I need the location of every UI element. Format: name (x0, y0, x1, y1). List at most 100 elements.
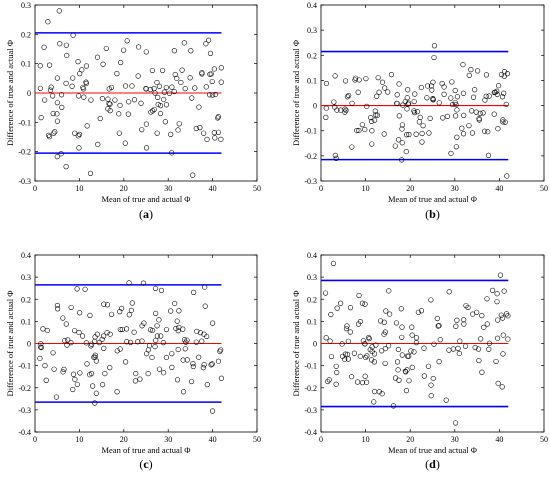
data-point (497, 272, 504, 278)
data-point (338, 107, 344, 113)
data-point (161, 96, 167, 103)
data-point (149, 327, 156, 334)
y-axis-title: Difference of true and actual Φ (5, 291, 15, 397)
data-point (42, 363, 48, 369)
data-point (64, 342, 70, 348)
data-point (344, 94, 351, 100)
data-point (54, 118, 61, 124)
y-tick-label: -0.2 (18, 148, 31, 157)
data-point (418, 308, 425, 314)
data-point (64, 52, 70, 59)
data-point (192, 85, 198, 91)
data-point (188, 48, 194, 54)
data-point (117, 102, 123, 108)
data-point (179, 67, 185, 73)
data-point (443, 397, 449, 403)
data-point (362, 301, 368, 307)
data-point (70, 386, 76, 393)
data-point (127, 339, 134, 345)
x-tick-label: 20 (406, 184, 414, 193)
data-point (381, 131, 387, 137)
data-point (469, 130, 476, 136)
data-point (480, 110, 486, 116)
data-point (117, 326, 123, 333)
data-point (395, 367, 401, 373)
data-point (404, 353, 411, 359)
data-point (171, 88, 177, 95)
data-point (419, 139, 425, 145)
data-point (330, 260, 337, 267)
data-point (116, 130, 122, 136)
data-point (390, 403, 397, 409)
data-point (37, 355, 43, 361)
data-point (52, 129, 58, 135)
data-point (184, 357, 190, 363)
data-point (363, 354, 369, 361)
data-point (209, 78, 215, 85)
data-point (124, 339, 130, 345)
data-point (174, 318, 180, 324)
data-point (356, 292, 362, 299)
y-tick-label: -0.1 (304, 362, 317, 371)
data-point (473, 109, 479, 115)
data-point (201, 362, 207, 368)
data-point (53, 394, 60, 400)
data-point (190, 172, 196, 178)
data-point (97, 115, 103, 122)
data-point (218, 65, 224, 71)
data-point (211, 66, 217, 72)
data-point (155, 94, 161, 100)
data-point (191, 289, 197, 295)
data-point (118, 59, 124, 66)
data-point (419, 130, 425, 137)
data-point (377, 318, 384, 324)
data-point (396, 113, 402, 119)
data-point (62, 338, 68, 344)
data-point (466, 72, 472, 78)
data-point (75, 59, 81, 65)
data-point (466, 123, 472, 129)
data-point (364, 379, 370, 385)
data-point (65, 337, 71, 343)
data-point (153, 310, 159, 317)
data-point (357, 353, 363, 359)
data-point (486, 340, 493, 346)
data-point (482, 128, 488, 134)
data-point (332, 152, 338, 158)
data-point (343, 107, 349, 113)
data-point (421, 373, 427, 379)
x-tick-label: 50 (540, 435, 548, 444)
data-point (457, 338, 463, 344)
data-point (93, 358, 99, 364)
data-point (431, 43, 438, 49)
data-point (367, 347, 373, 353)
data-point (404, 367, 410, 373)
data-point (461, 317, 467, 323)
data-point (440, 115, 446, 121)
data-point (494, 335, 501, 341)
panel-d: 0 10 20 30 40 50 -0.4 -0.3 -0.2 -0.1 0 0.1 0.2 0.3 0.4… (291, 251, 548, 471)
data-point (411, 349, 417, 355)
data-point (83, 340, 89, 346)
data-point (326, 377, 332, 383)
data-point (392, 143, 398, 149)
data-point (154, 333, 160, 339)
data-point (339, 353, 346, 359)
data-point (209, 361, 215, 367)
data-point (175, 346, 181, 353)
data-point (409, 324, 415, 330)
y-tick-label: 0.1 (21, 60, 31, 69)
data-point (450, 346, 457, 352)
data-point (431, 54, 437, 61)
data-point (215, 358, 222, 364)
data-point (495, 126, 501, 132)
data-point (81, 94, 87, 100)
data-point (359, 300, 366, 306)
data-point (38, 115, 44, 121)
data-point (454, 134, 460, 140)
data-point (128, 307, 134, 313)
data-point (398, 306, 404, 312)
data-point (92, 338, 98, 345)
data-point (392, 375, 399, 381)
data-point (453, 101, 459, 108)
